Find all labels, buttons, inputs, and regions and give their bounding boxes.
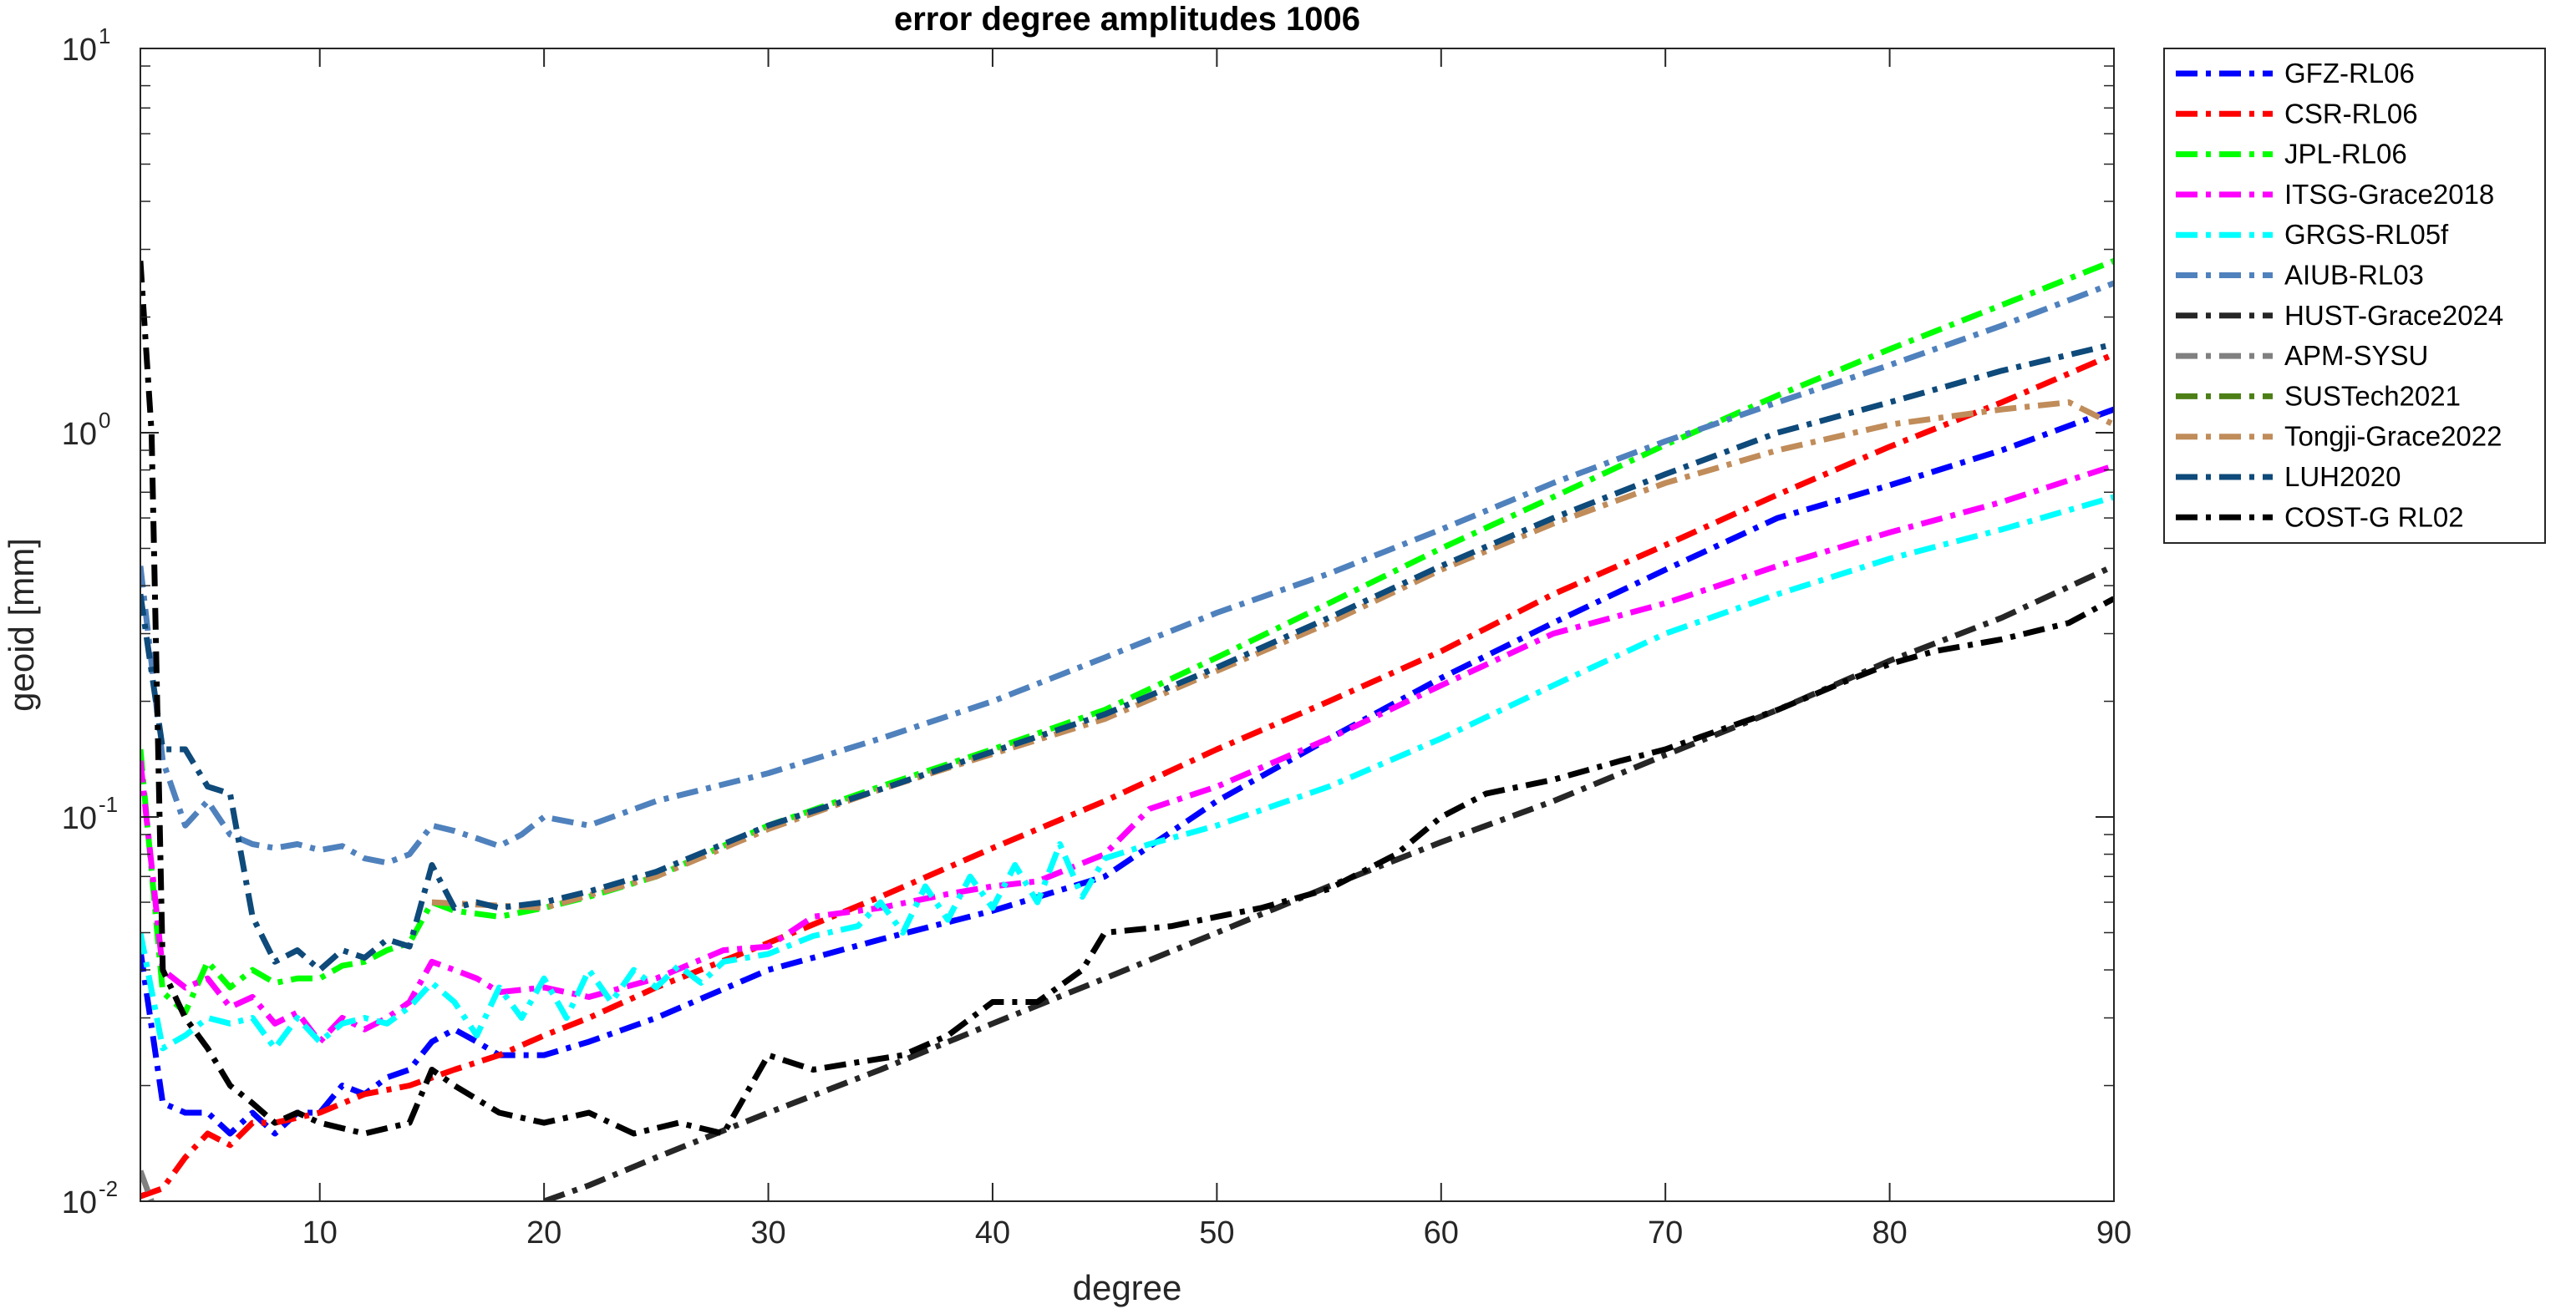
series-line-cost-g-rl02 bbox=[140, 261, 2114, 1137]
legend-label-jpl-rl06: JPL-RL06 bbox=[2284, 139, 2407, 170]
plot-area bbox=[140, 48, 2114, 1201]
y-tick-label-exponent: -1 bbox=[99, 792, 118, 817]
plot-frame bbox=[140, 48, 2115, 1202]
y-tick-label-base: 10 bbox=[62, 801, 97, 836]
legend-label-apm-sysu: APM-SYSU bbox=[2284, 340, 2428, 371]
x-tick-label: 80 bbox=[1872, 1215, 1907, 1251]
y-tick-label-base: 10 bbox=[62, 1185, 97, 1220]
legend-label-tongji-grace2022: Tongji-Grace2022 bbox=[2284, 421, 2502, 452]
y-tick-label-exponent: 0 bbox=[99, 408, 110, 433]
series-line-apm-sysu bbox=[140, 1169, 155, 1201]
series-line-tongji-grace2022 bbox=[431, 399, 2114, 911]
legend-label-itsg-grace2018: ITSG-Grace2018 bbox=[2284, 179, 2494, 210]
series-line-grgs-rl05f bbox=[140, 494, 2114, 1052]
y-axis-title: geoid [mm] bbox=[2, 538, 41, 712]
series-line-aiub-rl03 bbox=[140, 280, 2114, 866]
legend-label-csr-rl06: CSR-RL06 bbox=[2284, 98, 2418, 129]
y-tick-label-exponent: 1 bbox=[99, 23, 110, 48]
x-tick-label: 30 bbox=[750, 1215, 785, 1251]
legend-label-cost-g-rl02: COST-G RL02 bbox=[2284, 501, 2464, 532]
series-layer bbox=[140, 258, 2114, 1201]
x-tick-label: 10 bbox=[302, 1215, 338, 1251]
legend-label-hust-grace2024: HUST-Grace2024 bbox=[2284, 300, 2503, 331]
y-tick-label-base: 10 bbox=[62, 417, 97, 452]
x-tick-label: 90 bbox=[2096, 1215, 2131, 1251]
legend-box bbox=[2163, 48, 2546, 544]
y-tick-label-exponent: -2 bbox=[99, 1176, 118, 1201]
x-tick-label: 70 bbox=[1648, 1215, 1683, 1251]
series-line-hust-grace2024 bbox=[542, 563, 2114, 1201]
chart-title: error degree amplitudes 1006 bbox=[894, 1, 1360, 38]
legend-label-gfz-rl06: GFZ-RL06 bbox=[2284, 58, 2415, 89]
x-axis-title: degree bbox=[1073, 1268, 1182, 1307]
legend: GFZ-RL06 CSR-RL06 JPL-RL06 ITSG-Grace2018 GR… bbox=[2163, 48, 2546, 544]
series-line-itsg-grace2018 bbox=[140, 463, 2114, 1045]
series-line-csr-rl06 bbox=[140, 351, 2114, 1200]
y-tick-label-base: 10 bbox=[62, 33, 97, 68]
legend-label-luh2020: LUH2020 bbox=[2284, 461, 2401, 492]
x-tick-label: 50 bbox=[1199, 1215, 1234, 1251]
x-tick-label: 60 bbox=[1424, 1215, 1459, 1251]
legend-label-sustech2021: SUSTech2021 bbox=[2284, 380, 2461, 411]
series-line-jpl-rl06 bbox=[140, 258, 2114, 1016]
x-tick-label: 40 bbox=[975, 1215, 1010, 1251]
legend-label-grgs-rl05f: GRGS-RL05f bbox=[2284, 219, 2449, 250]
x-tick-label: 20 bbox=[526, 1215, 561, 1251]
legend-label-aiub-rl03: AIUB-RL03 bbox=[2284, 260, 2424, 291]
